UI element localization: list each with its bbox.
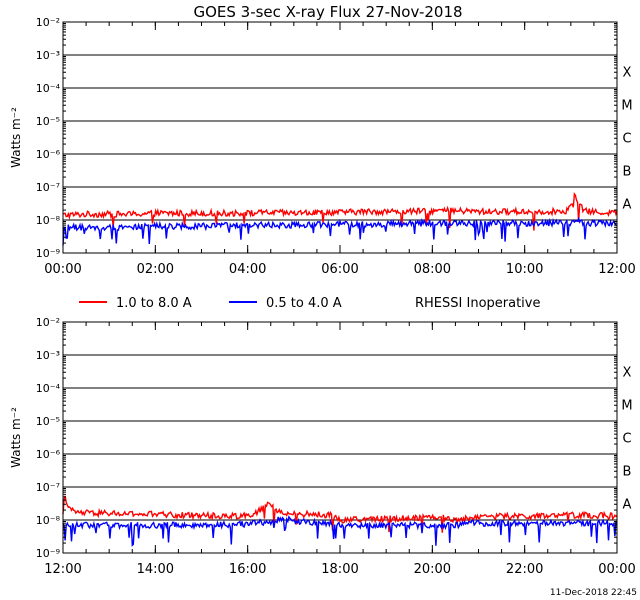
x-tick-label: 02:00 [137, 262, 174, 277]
series-line-short [62, 515, 618, 547]
flare-class-label: X [623, 66, 632, 81]
flare-class-label: B [623, 465, 632, 480]
x-tick-label: 10:00 [506, 262, 543, 277]
x-tick-label: 18:00 [321, 562, 358, 577]
y-tick-label: 10⁻⁸ [36, 514, 61, 527]
y-tick-label: 10⁻³ [36, 49, 60, 62]
x-tick-label: 12:00 [44, 562, 81, 577]
y-tick-label: 10⁻³ [36, 349, 60, 362]
series-line-long [62, 495, 618, 533]
y-tick-label: 10⁻⁹ [36, 547, 60, 560]
x-tick-label: 12:00 [598, 262, 635, 277]
flare-class-label: C [622, 132, 631, 147]
x-tick-label: 16:00 [229, 562, 266, 577]
flare-class-label: A [623, 198, 632, 213]
y-axis-label: Watts m⁻² [9, 407, 23, 468]
x-tick-label: 22:00 [506, 562, 543, 577]
legend-label-short: 0.5 to 4.0 A [266, 296, 342, 311]
legend-label-long: 1.0 to 8.0 A [116, 296, 192, 311]
flare-class-label: B [623, 165, 632, 180]
x-tick-label: 14:00 [137, 562, 174, 577]
y-tick-label: 10⁻⁴ [36, 82, 61, 95]
flare-class-label: M [621, 399, 632, 414]
lower-panel: 10⁻⁹ 10⁻⁸ 10⁻⁷ 10⁻⁶ 10⁻⁵ 10⁻⁴ 10⁻³ 10⁻² 12:00 14:… [9, 316, 636, 577]
x-tick-label: 20:00 [414, 562, 451, 577]
y-tick-label: 10⁻⁶ [36, 148, 61, 161]
y-tick-label: 10⁻² [36, 16, 60, 29]
flare-class-label: X [623, 366, 632, 381]
y-tick-label: 10⁻⁷ [36, 181, 60, 194]
status-annotation: RHESSI Inoperative [415, 296, 540, 311]
x-tick-label: 04:00 [229, 262, 266, 277]
y-tick-label: 10⁻⁸ [36, 214, 61, 227]
y-tick-label: 10⁻⁷ [36, 481, 60, 494]
y-tick-label: 10⁻⁹ [36, 247, 60, 260]
series-line-long [62, 191, 618, 231]
x-tick-label: 06:00 [321, 262, 358, 277]
y-axis-label: Watts m⁻² [9, 107, 23, 168]
y-tick-label: 10⁻⁶ [36, 448, 61, 461]
plot-frame [62, 321, 618, 554]
x-tick-label: 00:00 [44, 262, 81, 277]
y-tick-label: 10⁻⁴ [36, 382, 61, 395]
y-tick-label: 10⁻⁵ [36, 115, 60, 128]
footer-timestamp: 11-Dec-2018 22:45 [550, 588, 637, 598]
plot-frame [62, 21, 618, 254]
flare-class-label: M [621, 99, 632, 114]
chart-title: GOES 3-sec X-ray Flux 27-Nov-2018 [193, 3, 462, 21]
y-tick-label: 10⁻⁵ [36, 415, 60, 428]
upper-panel: 10⁻⁹ 10⁻⁸ 10⁻⁷ 10⁻⁶ 10⁻⁵ 10⁻⁴ 10⁻³ 10⁻² 00:00 02:… [9, 16, 636, 277]
flare-class-label: C [622, 432, 631, 447]
flare-class-label: A [623, 498, 632, 513]
series-line-short [62, 216, 618, 246]
x-tick-label: 08:00 [414, 262, 451, 277]
y-tick-label: 10⁻² [36, 316, 60, 329]
x-tick-label: 00:00 [598, 562, 635, 577]
legend: 1.0 to 8.0 A 0.5 to 4.0 A RHESSI Inopera… [79, 296, 540, 311]
